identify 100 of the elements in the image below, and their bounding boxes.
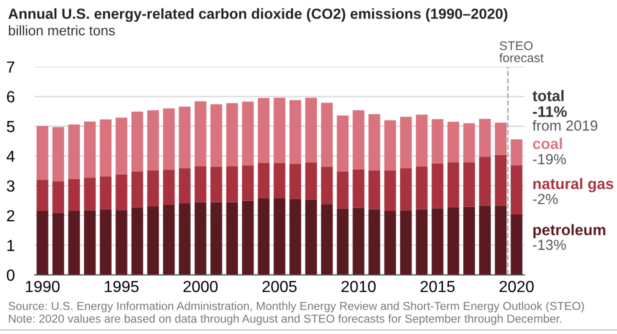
bar — [432, 208, 444, 275]
bar — [226, 103, 238, 166]
bar — [52, 182, 64, 213]
bar — [494, 122, 507, 155]
bar — [178, 106, 191, 168]
x-tick-label: 1995 — [104, 280, 139, 292]
bar — [336, 171, 349, 209]
bar — [321, 102, 333, 167]
bar — [416, 209, 428, 275]
bar — [163, 170, 175, 206]
bar — [289, 164, 302, 199]
bar — [84, 121, 96, 178]
bar — [242, 200, 254, 275]
bar — [226, 166, 238, 202]
bar — [68, 124, 80, 179]
bar — [368, 209, 380, 275]
source-note: Source: U.S. Energy Information Administration, Monthly Energy Review and Short-Term Energy Outlook (STEO) — [8, 302, 584, 312]
bar — [479, 156, 491, 206]
bar — [384, 170, 396, 211]
bar — [163, 205, 175, 275]
bar — [147, 110, 159, 171]
bar — [68, 210, 80, 275]
series-label: natural gas — [533, 178, 614, 192]
y-tick-label: 7 — [7, 62, 14, 73]
x-tick-label: 2005 — [262, 280, 297, 292]
x-tick-label: 2010 — [342, 280, 376, 292]
bar — [274, 98, 286, 163]
bar — [274, 162, 286, 198]
bar — [178, 168, 191, 204]
y-tick-label: 0 — [6, 270, 14, 281]
bar — [36, 126, 48, 180]
bar — [84, 210, 96, 275]
bar — [384, 120, 396, 170]
bar — [447, 207, 460, 275]
bar — [479, 118, 491, 157]
bar — [400, 210, 412, 275]
y-axis-title: billion metric tons — [8, 25, 115, 36]
bar — [494, 206, 507, 275]
bar — [416, 114, 428, 166]
bar — [210, 166, 222, 202]
bar — [36, 210, 48, 275]
bar — [100, 176, 112, 210]
bar — [147, 170, 159, 207]
bar — [432, 119, 444, 164]
y-tick-label: 5 — [6, 121, 14, 132]
x-tick-label: 2015 — [420, 280, 455, 292]
y-tick-label: 6 — [7, 91, 14, 102]
bar — [479, 206, 491, 275]
bar — [131, 112, 144, 172]
bar — [336, 208, 349, 275]
bar — [321, 166, 333, 204]
bar — [510, 139, 522, 166]
bar — [352, 169, 364, 208]
bar — [194, 202, 206, 275]
y-tick-label: 1 — [7, 240, 14, 251]
bar — [305, 98, 317, 162]
bar — [289, 198, 302, 275]
x-tick-label: 2000 — [184, 280, 218, 292]
bar — [52, 212, 64, 275]
bar — [178, 204, 191, 275]
text: Note: 2020 values are based on data through August and STEO forecasts for September through December. — [8, 314, 562, 326]
series-label: petroleum — [533, 224, 606, 238]
text: -19% — [533, 154, 566, 164]
bar — [242, 102, 254, 166]
bar — [242, 165, 254, 201]
y-tick-label: 2 — [7, 210, 14, 222]
bar — [116, 210, 128, 275]
bar — [305, 162, 317, 200]
bar — [352, 208, 364, 275]
bar — [100, 209, 112, 275]
bar — [258, 98, 270, 163]
bar — [463, 162, 475, 207]
bar — [258, 198, 270, 275]
bar — [36, 180, 48, 211]
text: from 2019 — [532, 120, 598, 131]
bar — [494, 154, 507, 206]
y-tick-label: 4 — [6, 150, 15, 162]
x-tick-label: 2020 — [500, 280, 534, 292]
bar — [226, 202, 238, 275]
bar — [416, 166, 428, 210]
bar — [194, 166, 206, 202]
bar — [510, 214, 522, 275]
x-tick-label: 1990 — [26, 280, 60, 292]
bar — [163, 108, 175, 170]
bar — [84, 178, 96, 210]
bar — [463, 123, 475, 163]
bar — [400, 168, 412, 210]
text: total — [532, 90, 564, 102]
bar — [210, 202, 222, 275]
bar — [116, 118, 128, 174]
bar — [147, 206, 159, 275]
bar — [289, 100, 302, 164]
series-label: coal — [532, 138, 562, 150]
bar — [447, 162, 460, 208]
bar — [305, 200, 317, 275]
bar — [447, 122, 460, 163]
ref-line-label: STEO forecast — [499, 41, 544, 62]
bar — [100, 119, 112, 176]
bar — [510, 165, 522, 215]
bar — [258, 162, 270, 198]
